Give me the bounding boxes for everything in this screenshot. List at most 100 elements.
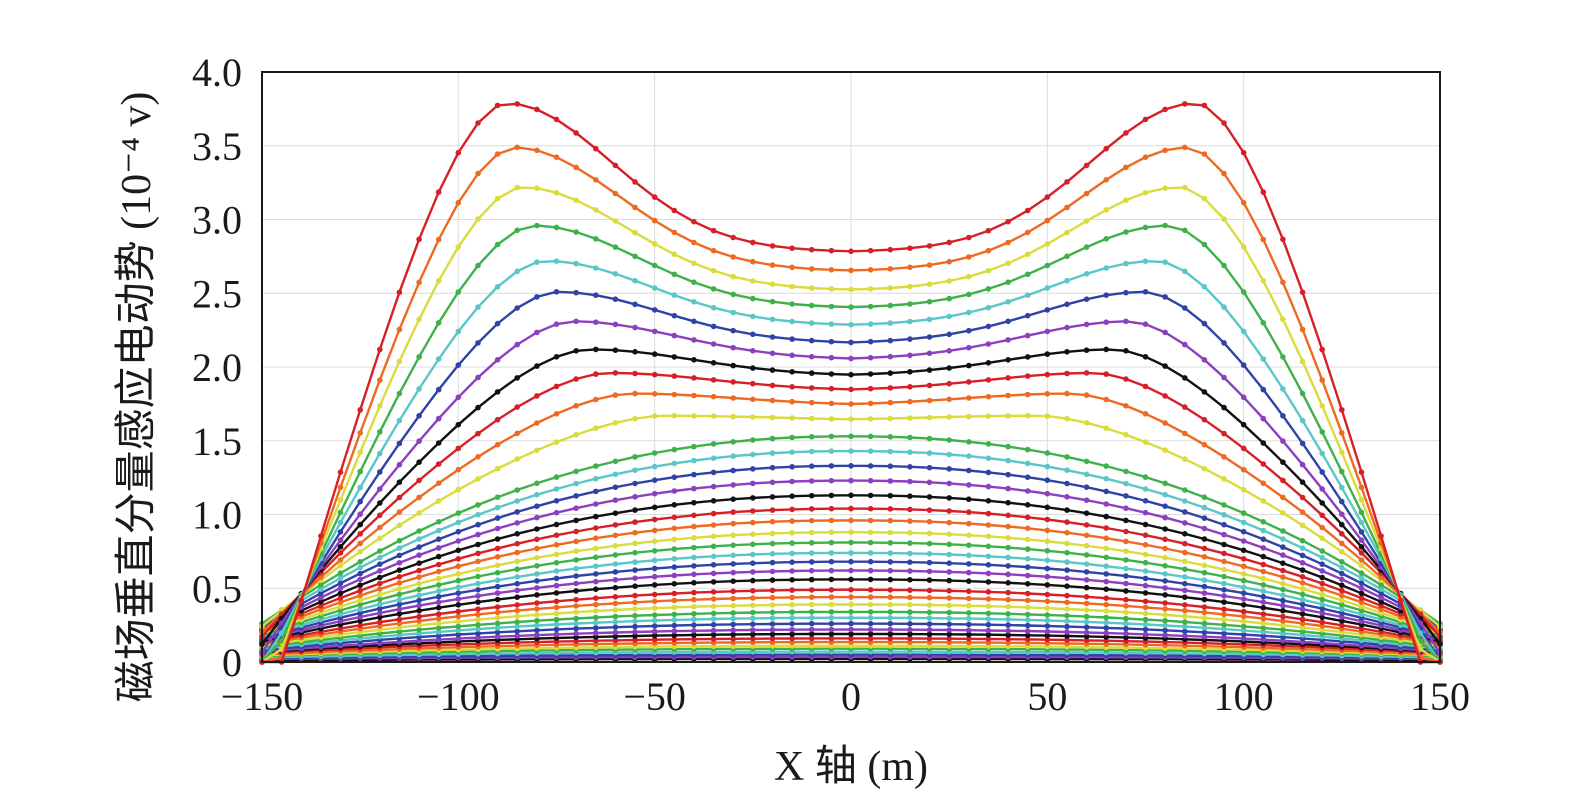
series-point [318, 533, 324, 539]
series-point [1005, 554, 1011, 561]
series-point [867, 615, 874, 621]
series-point [1005, 260, 1011, 267]
series-point [1201, 241, 1208, 248]
series-point [377, 568, 383, 574]
series-point [710, 267, 717, 274]
series-point [1024, 632, 1031, 639]
series-point [691, 622, 697, 628]
series-point [1260, 629, 1267, 635]
series-point [1162, 447, 1168, 454]
series-point [848, 586, 854, 593]
series-point [1319, 601, 1325, 608]
series-point [789, 568, 795, 574]
series-point [671, 354, 678, 360]
series-point [926, 635, 933, 642]
series-point [435, 440, 442, 446]
series-point [534, 536, 540, 543]
series-point [1319, 512, 1325, 519]
series-point [651, 504, 658, 511]
series-point [966, 453, 972, 459]
series-point [1103, 145, 1109, 152]
series-point [1083, 296, 1090, 303]
series-point [1044, 557, 1051, 564]
series-point [966, 595, 972, 602]
series-point [1064, 229, 1070, 236]
series-point [1260, 189, 1267, 195]
series-point [1005, 413, 1011, 419]
series-point [1339, 618, 1345, 624]
series-point [1123, 615, 1129, 622]
series-point [887, 285, 894, 291]
series-point [671, 412, 678, 419]
series-point [1358, 570, 1365, 576]
series-point [1182, 404, 1188, 410]
series-point [357, 407, 364, 413]
series-point [789, 301, 795, 307]
y-tick-label: 2.0 [192, 345, 242, 390]
series-point [514, 587, 520, 594]
series-point [1201, 596, 1208, 603]
series-point [435, 320, 442, 326]
series-point [514, 602, 520, 608]
series-point [1201, 583, 1208, 590]
series-point [337, 580, 344, 586]
series-point [416, 597, 422, 604]
series-point [573, 376, 579, 382]
series-point [1260, 582, 1267, 588]
series-point [1299, 417, 1306, 424]
series-point [1103, 554, 1109, 561]
series-point [1142, 598, 1149, 605]
series-point [1142, 631, 1149, 638]
series-point [573, 557, 579, 563]
series-point [396, 461, 403, 468]
series-point [396, 586, 403, 592]
series-point [1240, 547, 1247, 554]
series-point [1299, 567, 1306, 573]
series-point [1260, 415, 1267, 422]
series-point [789, 369, 795, 375]
series-point [435, 356, 442, 362]
series-point [396, 560, 403, 566]
series-point [1280, 494, 1286, 501]
series-point [1240, 584, 1247, 591]
series-point [671, 502, 678, 508]
series-point [671, 525, 678, 532]
series-point [750, 258, 756, 265]
series-point [887, 567, 894, 574]
series-point [671, 581, 678, 587]
series-point [750, 437, 756, 443]
series-point [1103, 463, 1109, 469]
series-point [1280, 552, 1286, 558]
series-point [377, 535, 383, 542]
series-point [573, 431, 579, 438]
series-point [750, 541, 756, 548]
series-point [769, 577, 776, 583]
series-point [651, 573, 658, 580]
series-point [769, 635, 776, 642]
series-point [1005, 611, 1011, 617]
series-point [593, 513, 599, 520]
series-point [1221, 454, 1227, 460]
series-point [1064, 559, 1070, 565]
series-point [1201, 357, 1208, 363]
series-point [867, 594, 874, 600]
series-point [612, 162, 619, 169]
series-point [514, 305, 520, 311]
series-point [632, 179, 638, 185]
series-point [377, 346, 383, 353]
series-point [808, 631, 815, 637]
series-point [828, 505, 835, 512]
series-point [1339, 622, 1345, 629]
series-point [907, 518, 913, 524]
series-point [534, 393, 540, 399]
series-point [1319, 500, 1325, 506]
series-point [632, 583, 638, 589]
series-point [730, 291, 736, 298]
series-point [808, 587, 815, 593]
series-point [1044, 565, 1051, 572]
series-point [808, 576, 815, 583]
series-point [416, 544, 422, 550]
series-point [416, 413, 422, 419]
series-point [1358, 557, 1365, 563]
series-point [730, 588, 736, 595]
